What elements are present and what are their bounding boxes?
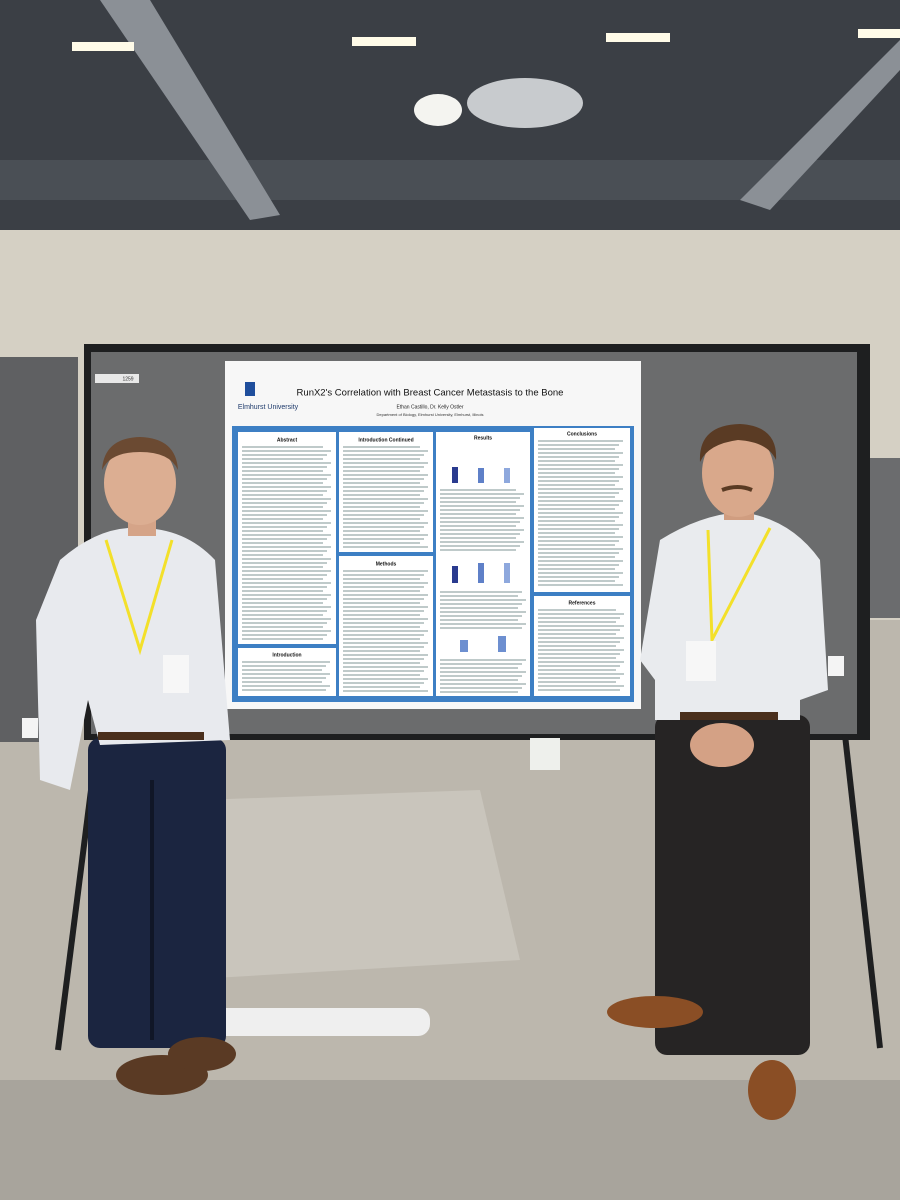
ceiling-truss <box>740 40 900 210</box>
ceiling-light <box>72 42 134 51</box>
graph-bar <box>478 468 484 483</box>
ceiling-truss <box>100 0 280 220</box>
shirt <box>36 527 230 790</box>
graph-bar <box>498 636 506 652</box>
poster-body-text <box>242 440 624 693</box>
shirt <box>640 512 828 720</box>
trousers <box>655 715 810 1055</box>
section-heading: Abstract <box>277 437 298 443</box>
ceiling-light <box>352 37 416 46</box>
section-heading: Introduction Continued <box>358 437 413 443</box>
section-box <box>238 432 336 644</box>
board-tag <box>95 374 139 383</box>
vent <box>467 78 583 128</box>
cup <box>22 718 38 738</box>
shoe <box>748 1060 796 1120</box>
lanyard <box>706 527 772 646</box>
badge <box>163 655 189 693</box>
belt <box>680 712 778 720</box>
lanyard <box>104 539 174 656</box>
graph-bar <box>478 563 484 583</box>
face <box>104 441 176 525</box>
section-heading: Conclusions <box>567 431 597 437</box>
bucket <box>530 738 560 770</box>
poster-authors: Ethan Castillo, Dr. Kelly Ostler <box>397 404 464 410</box>
ceiling-light <box>414 94 462 126</box>
ceiling-light <box>858 29 900 38</box>
floor-light <box>180 790 520 980</box>
cup <box>828 656 844 676</box>
shoe <box>607 996 703 1028</box>
section-box <box>339 432 433 552</box>
graph-bar <box>504 468 510 483</box>
poster-department: Department of Biology, Elmhurst Universi… <box>377 412 484 417</box>
graph-bar <box>460 640 468 652</box>
result-graphs <box>452 467 510 652</box>
section-heading: References <box>569 600 596 606</box>
poster-title: RunX2's Correlation with Breast Cancer M… <box>297 388 564 399</box>
face <box>702 429 774 517</box>
person-right <box>607 424 828 1120</box>
section-heading: Results <box>474 435 492 441</box>
graph-bar <box>504 563 510 583</box>
hair <box>102 437 178 470</box>
ceiling-light <box>606 33 670 42</box>
logo-mark <box>245 382 255 396</box>
graph-bar <box>452 566 458 583</box>
board-leg <box>842 734 883 1049</box>
hands <box>690 723 754 767</box>
logo-text: Elmhurst University <box>238 404 299 411</box>
section-box <box>238 648 336 696</box>
section-heading: Methods <box>376 561 397 567</box>
trouser-gap <box>150 780 154 1040</box>
shoe <box>168 1037 236 1071</box>
board-tag-text: 1259 <box>122 376 133 382</box>
trousers <box>88 738 226 1048</box>
person-left <box>36 437 236 1095</box>
mustache <box>721 485 753 492</box>
belt <box>98 732 204 740</box>
hair <box>699 424 777 462</box>
section-heading: Introduction <box>272 652 301 658</box>
badge <box>686 641 716 681</box>
graph-bar <box>452 467 458 483</box>
